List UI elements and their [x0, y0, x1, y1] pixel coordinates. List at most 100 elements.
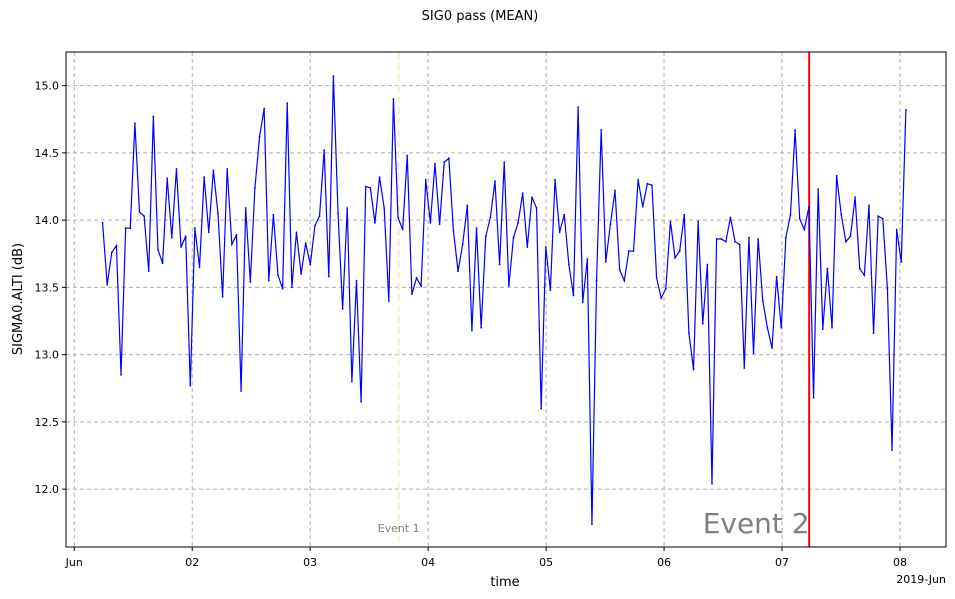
data-point [775, 275, 778, 278]
x-axis-label: time [490, 575, 519, 590]
data-point [877, 215, 880, 218]
data-point [794, 129, 796, 131]
data-point [397, 216, 399, 219]
data-point [138, 211, 141, 213]
data-point [600, 129, 603, 131]
data-point [360, 400, 363, 403]
data-point [129, 227, 132, 230]
data-point [854, 196, 857, 199]
data-point [623, 279, 626, 282]
data-point [614, 189, 616, 192]
data-point [563, 213, 566, 216]
data-point [517, 221, 519, 224]
data-point [161, 262, 164, 265]
data-point [803, 228, 806, 231]
data-point [434, 162, 436, 165]
y-tick-label: 15.0 [35, 80, 60, 93]
data-point [115, 244, 118, 247]
x-tick-label: 06 [657, 556, 671, 569]
data-point [383, 207, 386, 209]
data-point [143, 215, 146, 218]
data-point [729, 216, 732, 219]
data-point [369, 186, 372, 189]
x-tick-label: 03 [303, 556, 317, 569]
data-point [355, 279, 358, 282]
data-point [327, 275, 330, 278]
data-point [507, 285, 510, 287]
data-point [724, 240, 727, 243]
data-point [886, 287, 889, 290]
data-point [748, 236, 750, 239]
data-point [618, 269, 621, 271]
data-point [715, 238, 718, 240]
data-point [711, 482, 713, 485]
y-axis-label: SIGMA0.ALTI (dB) [11, 243, 26, 355]
data-point [484, 235, 487, 238]
x-tick-label: 05 [539, 556, 553, 569]
data-point [720, 238, 723, 240]
data-point [858, 267, 861, 270]
data-point [757, 238, 760, 240]
data-point [120, 373, 122, 376]
data-point [281, 287, 284, 290]
data-point [632, 250, 635, 252]
data-point [531, 196, 533, 199]
data-point [554, 178, 556, 181]
data-point [258, 135, 261, 138]
data-point [124, 227, 127, 230]
data-point [904, 108, 907, 111]
data-point [521, 192, 524, 195]
data-point [535, 207, 538, 209]
data-point [743, 367, 746, 370]
data-point [217, 212, 219, 215]
grid [66, 52, 946, 547]
data-point [895, 228, 898, 231]
y-tick-label: 12.0 [35, 483, 60, 496]
data-point [415, 277, 418, 279]
data-point [198, 266, 201, 269]
data-point [683, 213, 686, 216]
data-point [498, 263, 501, 266]
data-point [900, 260, 903, 263]
y-axis-ticks: 12.0 12.5 13.0 13.5 14.0 14.5 15.0 [35, 80, 66, 496]
y-tick-label: 14.0 [35, 214, 60, 227]
data-point [688, 332, 690, 335]
data-point [641, 205, 644, 208]
data-point [812, 396, 815, 399]
data-point [780, 326, 783, 329]
data-point [244, 207, 247, 209]
data-point [678, 250, 681, 252]
data-point [475, 227, 478, 230]
data-point [175, 168, 178, 170]
data-point [512, 236, 515, 239]
data-point [784, 236, 787, 239]
data-point [494, 180, 496, 183]
data-point [240, 390, 242, 392]
data-point [863, 274, 866, 277]
data-point [147, 270, 150, 273]
data-point [277, 274, 279, 277]
data-point [697, 220, 700, 223]
data-point [406, 154, 409, 157]
data-point [194, 227, 196, 230]
data-point [674, 256, 676, 259]
data-point [410, 293, 413, 296]
data-point [203, 176, 206, 178]
chart-title: SIG0 pass (MEAN) [422, 9, 539, 24]
data-point [581, 301, 584, 304]
data-point [420, 285, 423, 287]
data-point [133, 122, 136, 125]
data-point [180, 246, 182, 248]
data-point [337, 212, 339, 215]
data-point [503, 161, 506, 164]
data-point [207, 231, 210, 234]
data-point [157, 248, 159, 251]
data-point [701, 322, 704, 325]
data-point [429, 221, 432, 224]
data-point [706, 263, 709, 266]
data-point [424, 178, 427, 181]
data-point [844, 240, 847, 243]
data-point [609, 223, 612, 226]
data-point [101, 221, 104, 224]
